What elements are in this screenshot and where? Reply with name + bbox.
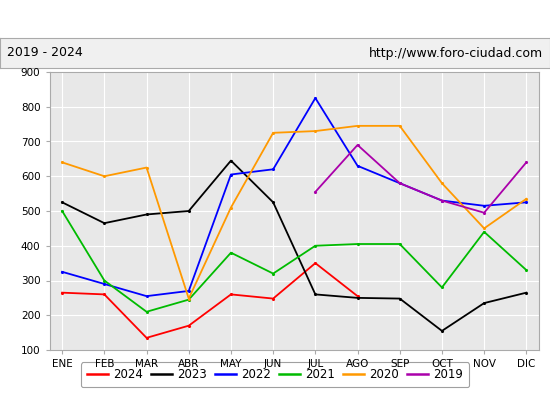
Text: Evolucion Nº Turistas Nacionales en el municipio de Añora: Evolucion Nº Turistas Nacionales en el m… <box>62 12 488 26</box>
Text: http://www.foro-ciudad.com: http://www.foro-ciudad.com <box>369 46 543 60</box>
Legend: 2024, 2023, 2022, 2021, 2020, 2019: 2024, 2023, 2022, 2021, 2020, 2019 <box>81 362 469 387</box>
Text: 2019 - 2024: 2019 - 2024 <box>7 46 82 60</box>
